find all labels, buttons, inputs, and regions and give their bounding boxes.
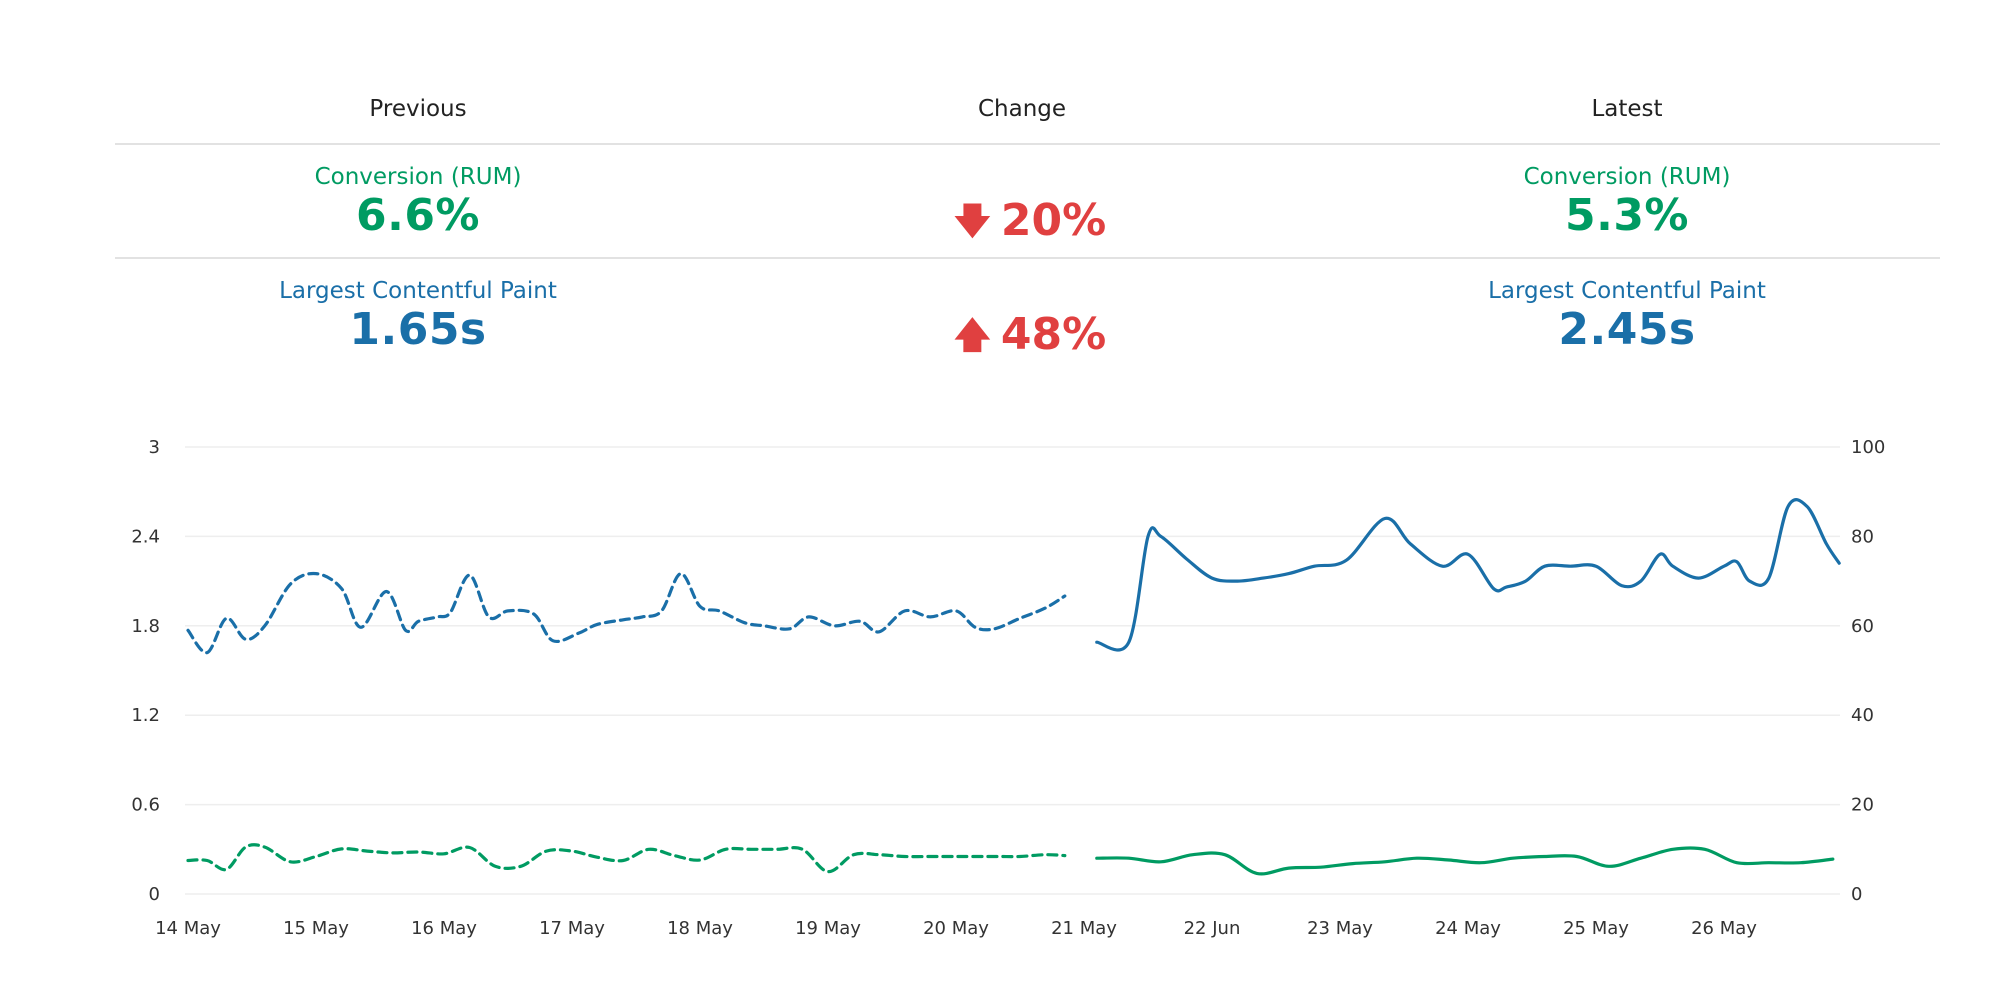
x-tick-label: 15 May [283,918,349,939]
previous-conversion: Conversion (RUM) 6.6% [315,163,522,241]
change-value: 48% [1000,309,1107,360]
x-tick-label: 18 May [667,918,733,939]
x-tick-label: 23 May [1307,918,1373,939]
latest-conversion: Conversion (RUM) 5.3% [1524,163,1731,241]
y-right-tick-label: 60 [1851,616,1874,637]
y-right-tick-label: 100 [1851,437,1885,458]
x-tick-label: 19 May [795,918,861,939]
x-tick-label: 25 May [1563,918,1629,939]
left-y-axis: 0 0.6 1.2 1.8 2.4 3 [131,437,160,905]
metric-value: 2.45s [1558,304,1696,355]
header-divider [115,143,1940,145]
metric-label: Conversion (RUM) [1523,164,1731,190]
x-tick-label: 24 May [1435,918,1501,939]
conversion-change: 🡇 20% [954,196,1106,247]
chart-series [186,498,1841,876]
y-left-tick-label: 1.2 [131,705,160,726]
y-left-tick-label: 1.8 [131,616,160,637]
page-edge [1940,0,2000,1000]
column-header-previous: Previous [369,96,467,122]
metric-label: Largest Contentful Paint [279,278,557,304]
x-tick-label: 26 May [1691,918,1757,939]
metric-label: Conversion (RUM) [314,164,522,190]
y-right-tick-label: 40 [1851,705,1874,726]
x-tick-label: 21 May [1051,918,1117,939]
latest-lcp: Largest Contentful Paint 2.45s [1488,277,1766,355]
column-header-latest: Latest [1591,96,1663,122]
x-tick-label: 17 May [539,918,605,939]
previous-lcp: Largest Contentful Paint 1.65s [279,277,557,355]
metric-value: 6.6% [355,190,481,241]
y-left-tick-label: 0 [149,884,160,905]
lcp-change: 🡅 48% [954,310,1106,361]
arrow-up-icon: 🡅 [953,315,991,356]
column-header-change: Change [977,96,1067,122]
conversion-previous-line [186,843,1067,874]
y-right-tick-label: 80 [1851,526,1874,547]
lcp-latest-line [1095,498,1841,652]
y-left-tick-label: 3 [149,437,160,458]
metric-value: 5.3% [1564,190,1690,241]
y-right-tick-label: 0 [1851,884,1862,905]
metric-value: 1.65s [349,304,487,355]
change-value: 20% [1000,195,1107,246]
x-tick-label: 16 May [411,918,477,939]
arrow-down-icon: 🡇 [953,201,991,242]
x-tick-label: 14 May [155,918,221,939]
x-tick-label: 20 May [923,918,989,939]
y-left-tick-label: 0.6 [131,795,160,816]
conversion-latest-line [1095,846,1835,876]
lcp-previous-line [186,571,1067,655]
chart-grid [185,446,1840,895]
x-axis: 14 May 15 May 16 May 17 May 18 May 19 May 20 M… [155,918,1757,939]
row-divider [115,257,1940,259]
y-left-tick-label: 2.4 [131,526,160,547]
x-tick-label: 22 Jun [1184,918,1241,939]
metric-label: Largest Contentful Paint [1488,278,1766,304]
right-y-axis: 0 20 40 60 80 100 [1851,437,1885,905]
y-right-tick-label: 20 [1851,795,1874,816]
